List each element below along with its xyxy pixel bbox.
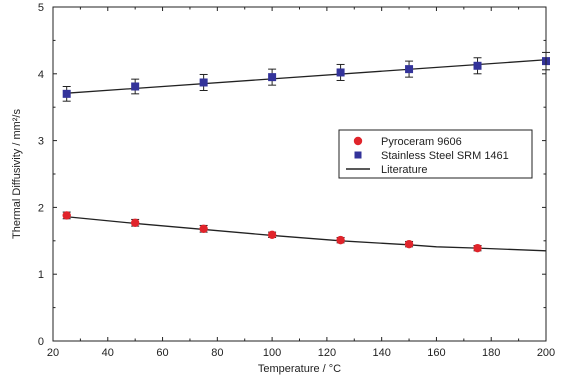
legend-label: Pyroceram 9606 bbox=[381, 136, 462, 148]
y-tick-label: 3 bbox=[38, 136, 44, 148]
y-axis-label: Thermal Diffusivity / mm²/s bbox=[11, 109, 23, 239]
x-tick-label: 160 bbox=[427, 347, 445, 359]
y-tick-label: 5 bbox=[38, 2, 44, 14]
x-tick-label: 20 bbox=[47, 347, 59, 359]
steel-point bbox=[62, 89, 71, 98]
legend-items: Pyroceram 9606 Stainless Steel SRM 1461 Li… bbox=[346, 136, 509, 176]
x-tick-label: 200 bbox=[537, 347, 555, 359]
pyroceram-point bbox=[336, 235, 345, 245]
pyroceram-point bbox=[404, 239, 414, 249]
x-axis-label: Temperature / °C bbox=[258, 363, 341, 375]
plot-frame bbox=[52, 6, 547, 342]
legend-box bbox=[338, 129, 533, 179]
ticks-layer: 20 40 60 80 100 120 140 160 180 200 0 1 2 3 4 5 bbox=[38, 2, 555, 359]
legend-label: Stainless Steel SRM 1461 bbox=[381, 150, 509, 162]
x-tick-label: 60 bbox=[156, 347, 168, 359]
y-tick-label: 1 bbox=[38, 269, 44, 281]
steel-point bbox=[131, 82, 140, 91]
literature-line bbox=[66, 59, 547, 94]
y-tick-label: 0 bbox=[38, 336, 44, 348]
steel-point bbox=[268, 73, 277, 82]
steel-point bbox=[336, 68, 345, 77]
legend-label: Literature bbox=[381, 164, 427, 176]
y-tick-label: 4 bbox=[38, 69, 44, 81]
steel-point bbox=[473, 61, 482, 70]
x-tick-label: 120 bbox=[318, 347, 336, 359]
steel-point bbox=[199, 78, 208, 87]
pyroceram-point bbox=[130, 218, 140, 227]
legend: Pyroceram 9606 Stainless Steel SRM 1461 Li… bbox=[338, 129, 533, 179]
pyroceram-point bbox=[62, 211, 71, 220]
y-tick-label: 2 bbox=[38, 202, 44, 214]
x-tick-label: 80 bbox=[211, 347, 223, 359]
x-tick-label: 40 bbox=[102, 347, 114, 359]
legend-marker-circle bbox=[353, 136, 363, 146]
pyroceram-point bbox=[267, 230, 277, 239]
pyroceram-point bbox=[473, 243, 482, 253]
x-tick-label: 180 bbox=[482, 347, 500, 359]
legend-marker-square bbox=[354, 151, 362, 159]
x-tick-label: 140 bbox=[372, 347, 390, 359]
pyroceram-point bbox=[199, 224, 208, 233]
steel-point bbox=[405, 65, 414, 74]
x-tick-label: 100 bbox=[263, 347, 281, 359]
